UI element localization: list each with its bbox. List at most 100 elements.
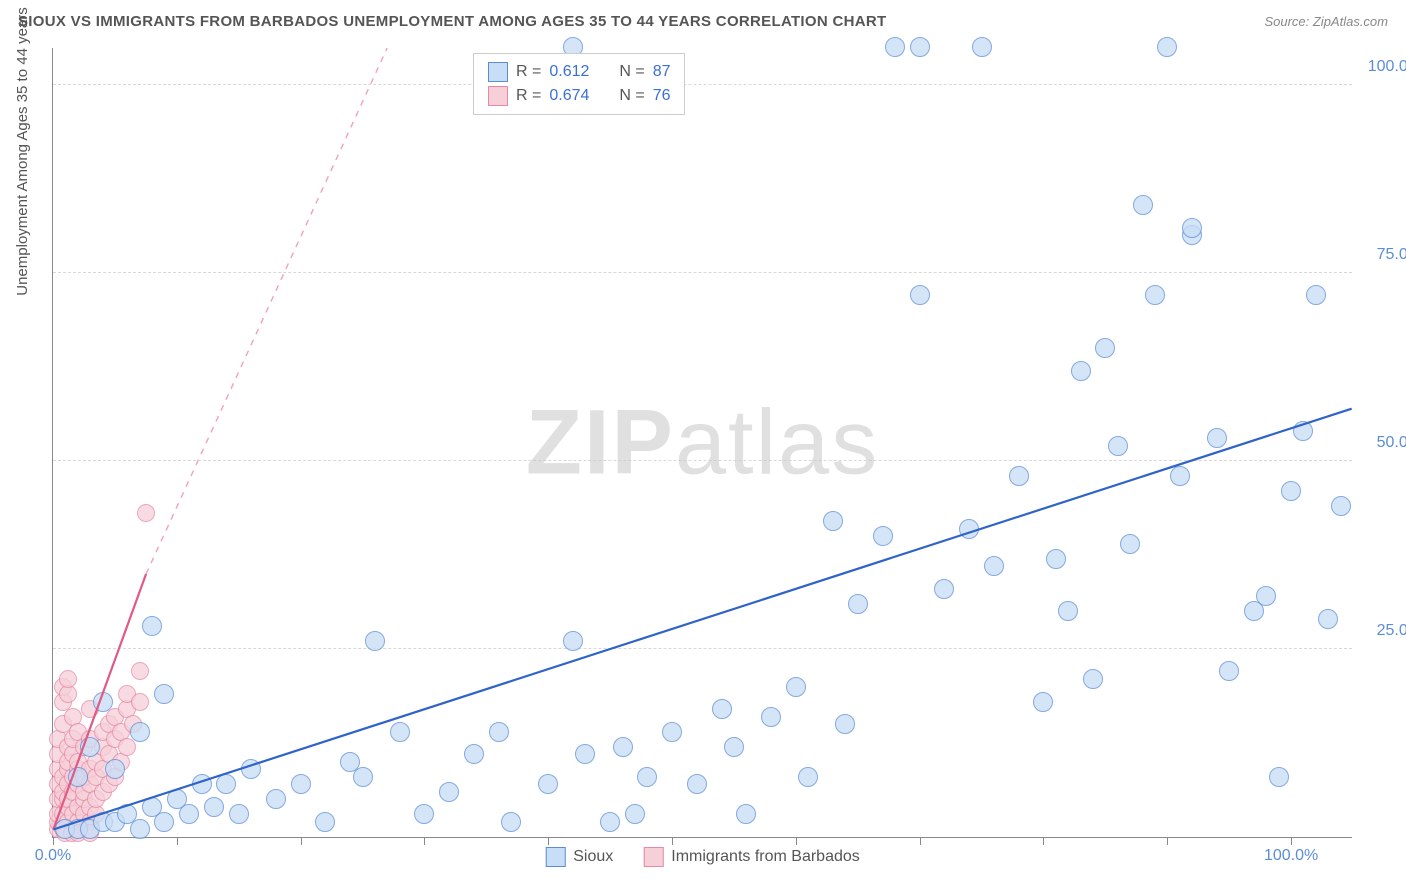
n-label: N =	[619, 63, 644, 81]
legend-row: R = 0.612 N = 87	[488, 60, 670, 84]
sioux-point	[1133, 195, 1153, 215]
series-legend-item: Immigrants from Barbados	[643, 847, 860, 867]
sioux-point	[501, 812, 521, 832]
sioux-point	[241, 759, 261, 779]
sioux-point	[464, 744, 484, 764]
sioux-point	[823, 511, 843, 531]
sioux-point	[1269, 767, 1289, 787]
r-label: R =	[516, 87, 541, 105]
sioux-point	[625, 804, 645, 824]
y-tick-label: 75.0%	[1362, 246, 1406, 264]
sioux-point	[1182, 218, 1202, 238]
sioux-point	[1207, 428, 1227, 448]
x-tick	[548, 837, 549, 845]
x-tick-label: 100.0%	[1264, 847, 1318, 865]
x-tick	[920, 837, 921, 845]
sioux-point	[910, 285, 930, 305]
r-label: R =	[516, 63, 541, 81]
sioux-point	[575, 744, 595, 764]
series-label: Sioux	[573, 848, 613, 866]
r-value: 0.674	[549, 87, 601, 105]
barbados-point	[131, 662, 149, 680]
sioux-point	[130, 819, 150, 839]
sioux-point	[538, 774, 558, 794]
legend-swatch	[488, 86, 508, 106]
series-label: Immigrants from Barbados	[671, 848, 860, 866]
sioux-point	[798, 767, 818, 787]
x-tick	[1291, 837, 1292, 845]
x-tick	[424, 837, 425, 845]
legend-swatch	[488, 62, 508, 82]
legend-row: R = 0.674 N = 76	[488, 84, 670, 108]
sioux-point	[1281, 481, 1301, 501]
sioux-point	[761, 707, 781, 727]
sioux-point	[637, 767, 657, 787]
sioux-point	[192, 774, 212, 794]
sioux-point	[934, 579, 954, 599]
sioux-point	[984, 556, 1004, 576]
sioux-point	[390, 722, 410, 742]
sioux-point	[1058, 601, 1078, 621]
y-tick-label: 100.0%	[1362, 58, 1406, 76]
sioux-point	[687, 774, 707, 794]
sioux-point	[154, 812, 174, 832]
barbados-point	[137, 504, 155, 522]
sioux-point	[835, 714, 855, 734]
watermark-text: ZIPatlas	[526, 390, 879, 495]
x-tick-label: 0.0%	[35, 847, 71, 865]
sioux-point	[736, 804, 756, 824]
sioux-point	[315, 812, 335, 832]
sioux-point	[1331, 496, 1351, 516]
sioux-point	[179, 804, 199, 824]
n-value: 87	[653, 63, 671, 81]
sioux-point	[1306, 285, 1326, 305]
sioux-point	[873, 526, 893, 546]
sioux-point	[1145, 285, 1165, 305]
source-prefix: Source:	[1264, 14, 1312, 29]
y-axis-label: Unemployment Among Ages 35 to 44 years	[14, 7, 31, 296]
sioux-point	[959, 519, 979, 539]
y-tick-label: 50.0%	[1362, 434, 1406, 452]
sioux-point	[848, 594, 868, 614]
watermark-bold: ZIP	[526, 391, 675, 493]
sioux-point	[489, 722, 509, 742]
sioux-point	[786, 677, 806, 697]
y-tick-label: 25.0%	[1362, 622, 1406, 640]
x-tick	[1167, 837, 1168, 845]
sioux-point	[885, 37, 905, 57]
chart-header: SIOUX VS IMMIGRANTS FROM BARBADOS UNEMPL…	[0, 0, 1406, 42]
n-value: 76	[653, 87, 671, 105]
x-tick	[53, 837, 54, 845]
barbados-point	[59, 670, 77, 688]
gridline	[53, 84, 1352, 85]
sioux-point	[724, 737, 744, 757]
sioux-point	[1170, 466, 1190, 486]
sioux-point	[613, 737, 633, 757]
sioux-point	[1293, 421, 1313, 441]
sioux-point	[600, 812, 620, 832]
barbados-point	[131, 693, 149, 711]
sioux-point	[1009, 466, 1029, 486]
sioux-point	[229, 804, 249, 824]
r-value: 0.612	[549, 63, 601, 81]
sioux-point	[105, 759, 125, 779]
chart-title: SIOUX VS IMMIGRANTS FROM BARBADOS UNEMPL…	[18, 13, 886, 30]
barbados-point	[118, 738, 136, 756]
x-tick	[1043, 837, 1044, 845]
sioux-point	[1083, 669, 1103, 689]
sioux-point	[1108, 436, 1128, 456]
watermark-light: atlas	[675, 391, 879, 493]
n-label: N =	[619, 87, 644, 105]
sioux-point	[365, 631, 385, 651]
series-legend-item: Sioux	[545, 847, 613, 867]
x-tick	[796, 837, 797, 845]
sioux-point	[204, 797, 224, 817]
trend-lines-layer	[53, 48, 1352, 837]
chart-source: Source: ZipAtlas.com	[1264, 14, 1388, 29]
sioux-point	[142, 616, 162, 636]
sioux-point	[80, 737, 100, 757]
sioux-point	[414, 804, 434, 824]
legend-swatch	[545, 847, 565, 867]
sioux-point	[266, 789, 286, 809]
source-name: ZipAtlas.com	[1313, 14, 1388, 29]
